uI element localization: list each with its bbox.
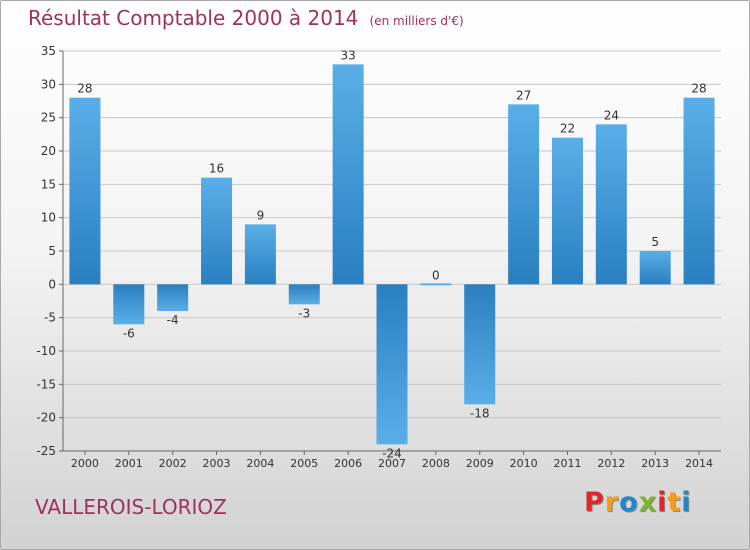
data-label: -18 [470, 406, 490, 420]
unit-note: (en milliers d'€) [369, 14, 464, 28]
brand-letter: x [638, 487, 658, 518]
x-tick-label: 2000 [71, 457, 99, 470]
y-tick-label: 20 [41, 144, 56, 158]
bar [332, 64, 364, 285]
brand-letter: i [681, 487, 692, 518]
y-tick-label: -20 [36, 411, 56, 425]
y-tick-label: -25 [36, 444, 56, 458]
x-tick-label: 2007 [378, 457, 406, 470]
title-text: Résultat Comptable 2000 à 2014 [28, 6, 359, 30]
y-tick-label: 5 [48, 244, 56, 258]
data-label: -3 [298, 306, 310, 320]
y-tick-label: -10 [36, 344, 56, 358]
x-tick-label: 2010 [510, 457, 538, 470]
y-tick-label: 15 [41, 177, 56, 191]
brand-letter: i [657, 487, 668, 518]
bar [683, 97, 715, 285]
bar [551, 137, 583, 285]
brand-letter: o [619, 487, 639, 518]
y-tick-label: 35 [41, 44, 56, 58]
x-tick-label: 2005 [290, 457, 318, 470]
data-label: 22 [560, 122, 575, 136]
x-tick-label: 2012 [597, 457, 625, 470]
bar [376, 284, 408, 445]
data-label: 28 [77, 82, 92, 96]
x-tick-label: 2014 [685, 457, 713, 470]
data-label: 0 [432, 268, 440, 282]
bar [69, 97, 101, 285]
bar [420, 283, 452, 286]
brand-letter: P [584, 487, 605, 518]
y-tick-label: -5 [44, 311, 56, 325]
data-label: 27 [516, 88, 531, 102]
bar [244, 224, 276, 285]
y-tick-label: -15 [36, 377, 56, 391]
data-label: -6 [123, 326, 135, 340]
x-tick-label: 2004 [246, 457, 274, 470]
x-tick-label: 2002 [159, 457, 187, 470]
brand-logo: Proxiti [584, 487, 692, 518]
y-tick-label: 0 [48, 277, 56, 291]
bar [464, 284, 496, 405]
bar [508, 104, 540, 285]
y-tick-label: 30 [41, 77, 56, 91]
data-label: 5 [651, 235, 659, 249]
y-tick-label: 10 [41, 211, 56, 225]
x-tick-label: 2013 [641, 457, 669, 470]
bar [288, 284, 320, 305]
bar [595, 124, 627, 285]
x-tick-label: 2003 [203, 457, 231, 470]
x-tick-label: 2011 [553, 457, 581, 470]
bar [157, 284, 189, 311]
x-tick-label: 2008 [422, 457, 450, 470]
data-label: -24 [382, 446, 402, 460]
commune-name: VALLEROIS-LORIOZ [35, 495, 227, 519]
brand-letter: t [667, 487, 682, 518]
x-tick-label: 2001 [115, 457, 143, 470]
data-label: 16 [209, 162, 224, 176]
bar [639, 251, 671, 285]
chart-title: Résultat Comptable 2000 à 2014 (en milli… [28, 6, 464, 30]
data-label: 33 [340, 48, 355, 62]
bar [113, 284, 145, 325]
bar [201, 177, 233, 285]
brand-letter: r [604, 487, 620, 518]
x-tick-label: 2009 [466, 457, 494, 470]
data-label: -4 [167, 313, 179, 327]
data-label: 24 [604, 108, 619, 122]
data-label: 9 [257, 208, 265, 222]
y-tick-label: 25 [41, 111, 56, 125]
data-label: 28 [691, 82, 706, 96]
x-tick-label: 2006 [334, 457, 362, 470]
